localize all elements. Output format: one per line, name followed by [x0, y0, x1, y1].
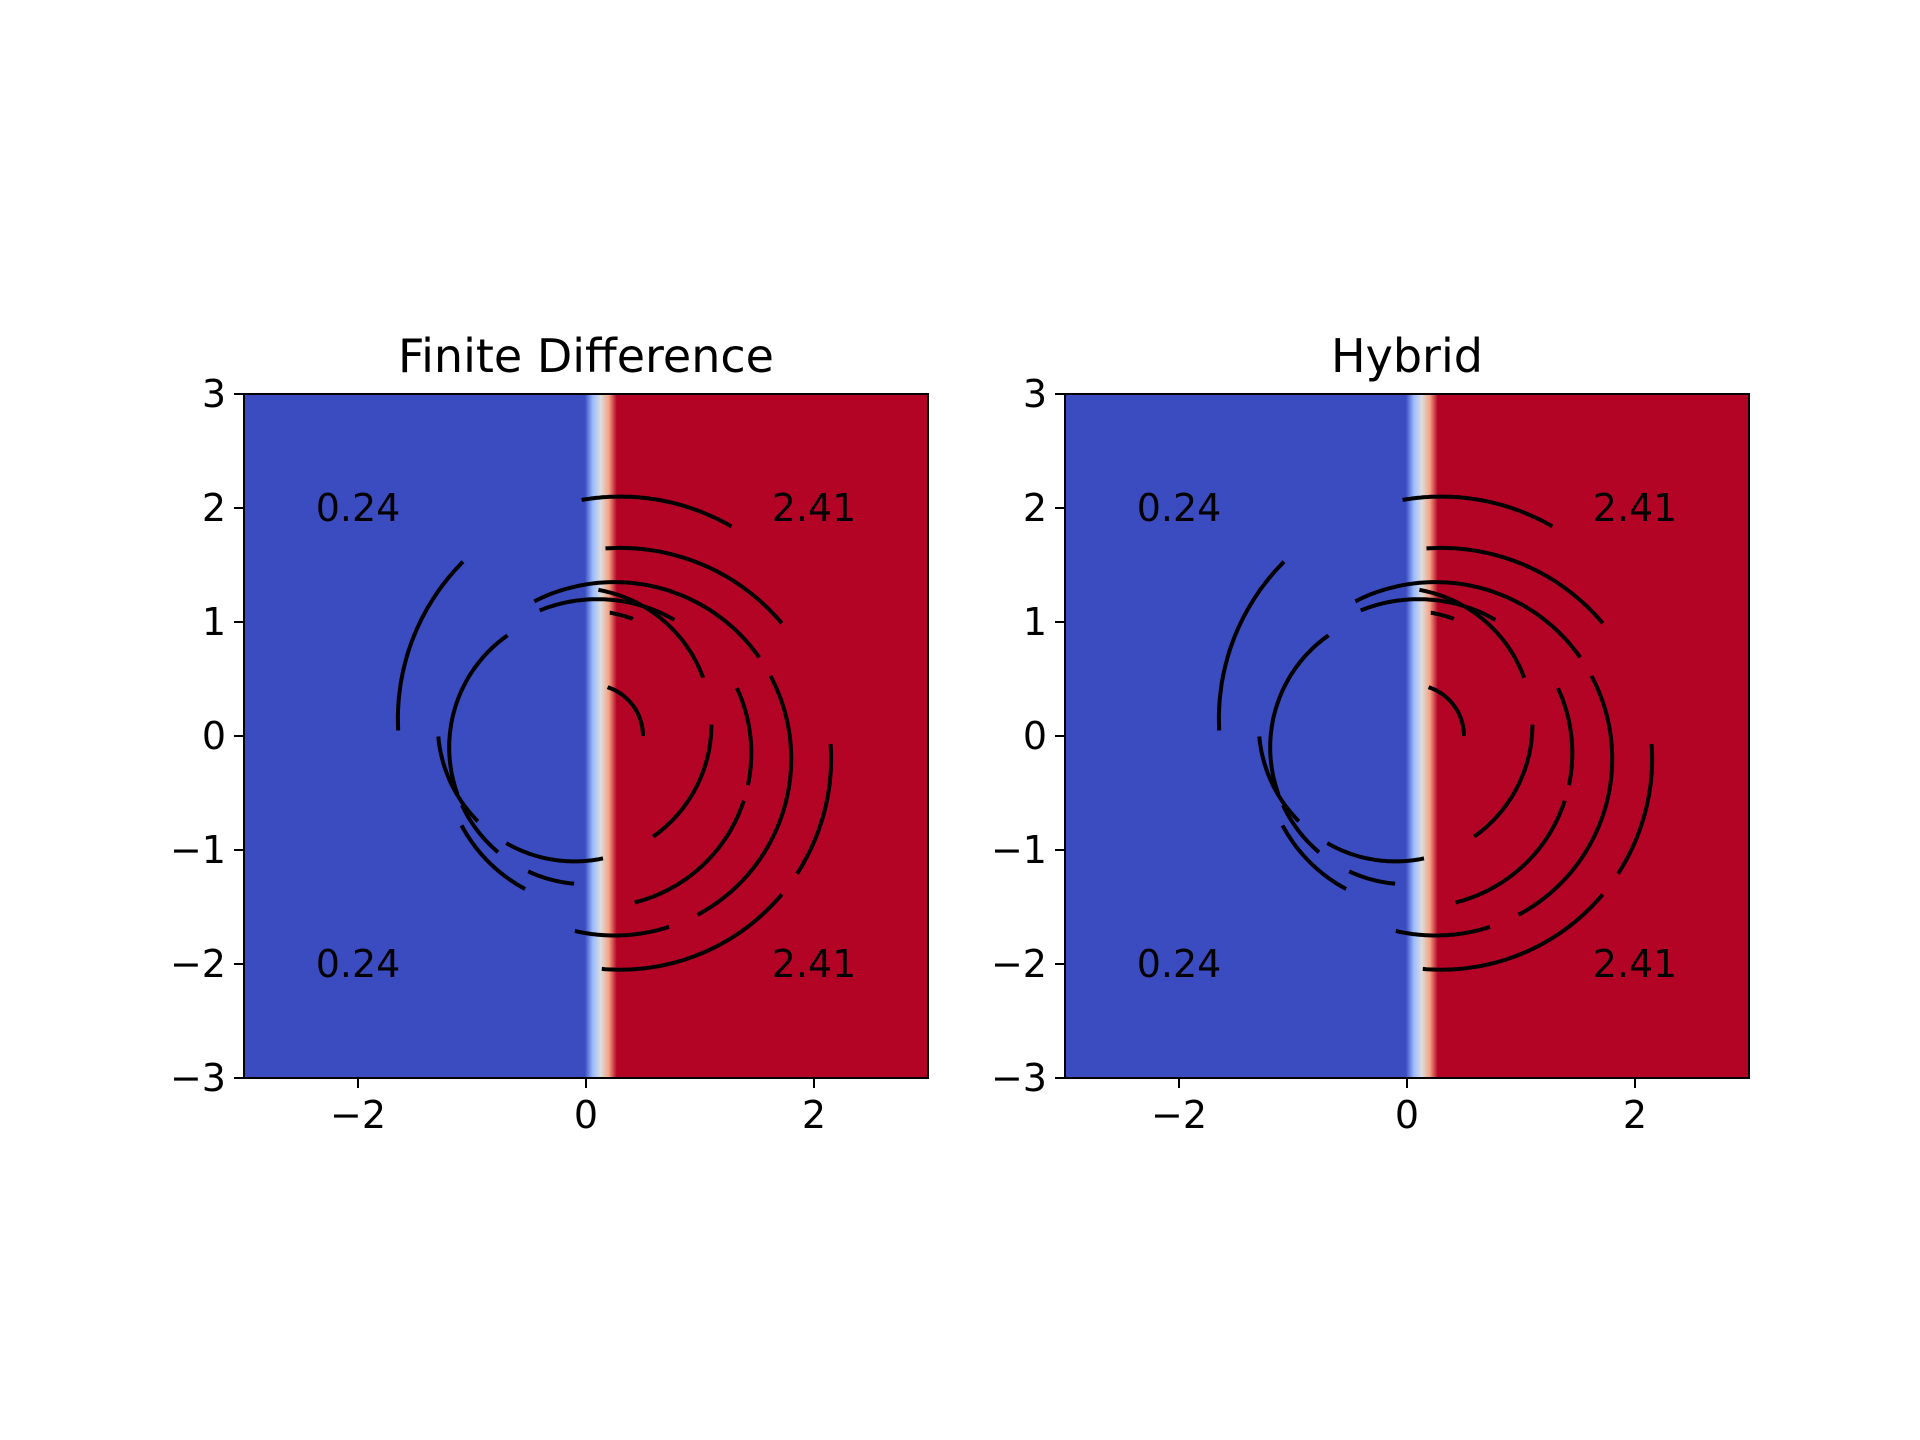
contour-lines: [1216, 494, 1655, 972]
value-annotation: 2.41: [772, 942, 857, 986]
value-annotation: 0.24: [316, 942, 401, 986]
contour-arc: [1281, 804, 1321, 854]
contour-arc: [696, 674, 794, 917]
y-tick-label: −3: [991, 1056, 1047, 1100]
y-tick-label: 0: [202, 714, 226, 758]
y-tick-label: −1: [170, 828, 226, 872]
contour-arc: [1430, 610, 1455, 621]
value-annotation: 2.41: [1593, 942, 1678, 986]
y-tick-label: 1: [202, 600, 226, 644]
contour-arc: [1326, 841, 1425, 864]
contour-arc: [634, 799, 746, 905]
value-annotation: 2.41: [772, 486, 857, 530]
contour-arc: [459, 824, 527, 891]
contour-arc: [1216, 560, 1286, 731]
contour-arc: [605, 545, 784, 625]
contour-arc: [1354, 580, 1582, 659]
contour-arc: [735, 687, 754, 786]
contour-arc: [1348, 869, 1396, 886]
panel-finite-difference: Finite Difference −2 0 2 −3 −2 −1 0 1 2 3 0.24 2.41 0…: [170, 329, 929, 1137]
field-heatmap: [1065, 394, 1749, 1078]
contour-lines: [395, 494, 834, 972]
contour-arc: [1556, 687, 1575, 786]
panel-title: Hybrid: [1331, 329, 1483, 383]
y-tick-label: −2: [170, 942, 226, 986]
value-annotation: 0.24: [316, 486, 401, 530]
contour-arc: [1455, 799, 1567, 905]
contour-arc: [1427, 685, 1466, 736]
contour-arc: [1360, 597, 1497, 622]
y-tick-label: 2: [202, 486, 226, 530]
contour-arc: [1268, 633, 1330, 795]
value-annotation: 2.41: [1593, 486, 1678, 530]
x-tick-label: 0: [1395, 1093, 1419, 1137]
y-tick-label: 3: [202, 372, 226, 416]
contour-arc: [1517, 674, 1615, 917]
value-annotation: 0.24: [1137, 486, 1222, 530]
panel-hybrid: Hybrid −2 0 2 −3 −2 −1 0 1 2 3 0.24 2.41 0.24 2.41: [991, 329, 1750, 1137]
contour-arc: [1422, 893, 1605, 972]
y-tick-label: −2: [991, 942, 1047, 986]
contour-arc: [533, 580, 761, 659]
contour-arc: [395, 560, 465, 731]
contour-arc: [609, 610, 634, 621]
contour-arc: [1426, 545, 1605, 625]
x-tick-label: −2: [330, 1093, 386, 1137]
contour-arc: [505, 841, 604, 864]
value-annotation: 0.24: [1137, 942, 1222, 986]
y-tick-label: 1: [1023, 600, 1047, 644]
contour-arc: [1395, 924, 1491, 938]
y-tick-label: −3: [170, 1056, 226, 1100]
contour-arc: [606, 685, 645, 736]
contour-arc: [460, 804, 500, 854]
contour-arc: [1402, 494, 1554, 529]
contour-arc: [651, 724, 714, 839]
y-tick-label: 2: [1023, 486, 1047, 530]
contour-arc: [447, 633, 509, 795]
contour-arc: [598, 587, 705, 679]
contour-arc: [1419, 587, 1526, 679]
contour-arc: [601, 893, 784, 972]
x-tick-label: 2: [1623, 1093, 1647, 1137]
contour-arc: [527, 869, 575, 886]
contour-arc: [1280, 824, 1348, 891]
y-tick-label: −1: [991, 828, 1047, 872]
field-heatmap: [244, 394, 928, 1078]
contour-arc: [436, 736, 480, 823]
x-tick-label: 0: [574, 1093, 598, 1137]
contour-arc: [795, 744, 834, 875]
x-tick-label: 2: [802, 1093, 826, 1137]
contour-arc: [1472, 724, 1535, 839]
y-tick-label: 3: [1023, 372, 1047, 416]
y-tick-label: 0: [1023, 714, 1047, 758]
contour-arc: [1257, 736, 1301, 823]
x-tick-label: −2: [1151, 1093, 1207, 1137]
contour-arc: [1616, 744, 1655, 875]
contour-arc: [581, 494, 733, 529]
contour-arc: [539, 597, 676, 622]
contour-arc: [574, 924, 670, 938]
panel-title: Finite Difference: [398, 329, 774, 383]
